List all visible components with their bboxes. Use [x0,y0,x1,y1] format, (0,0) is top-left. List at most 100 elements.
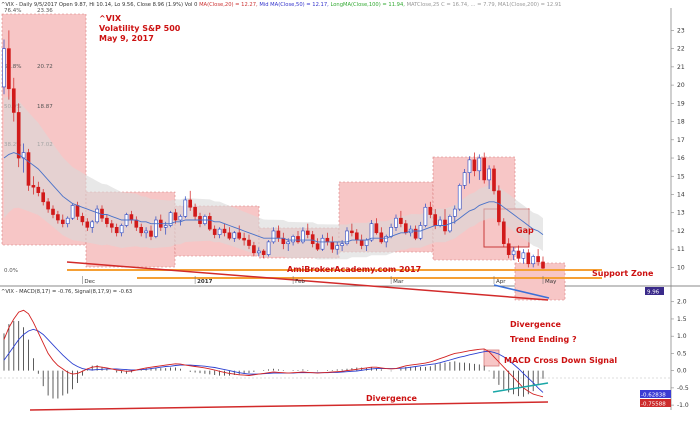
date-tick-label: 2017 [197,279,212,285]
candle-body [516,250,521,259]
zone-7 [514,262,566,301]
price-tick-label: 20 [677,82,685,89]
price-tick-label: 22 [677,46,685,53]
candle-body [350,230,354,234]
candle-body [227,232,232,239]
candle-body [178,216,183,221]
bollinger-area [4,96,543,260]
candle-body [114,227,119,234]
price-tick-label: 11 [677,246,685,253]
candle-body [261,250,266,255]
macd-tick-label: 1.5 [677,316,687,323]
candle-body [7,48,11,90]
candle-body [536,256,540,263]
candle-body [85,221,90,228]
watermark: AmiBrokerAcademy.com 2017 [287,265,421,274]
price-tick-label: 10 [677,264,685,271]
candle-body [90,221,95,228]
price-tick-label: 19 [677,100,685,107]
candle-body [531,256,536,265]
macd-tick-label: -1.0 [677,402,689,409]
date-tick-label: Feb [295,279,305,285]
price-tick-label: 16 [677,155,685,162]
divergence-label-bottom: Divergence [366,394,418,403]
date-axis: Dec 2017 Feb Mar Apr May [82,276,557,285]
candle-body [384,236,389,243]
candle-body [492,168,496,192]
candle-body [139,227,144,234]
candle-body [482,157,487,181]
candle-body [541,261,545,269]
fib-label: 76.4% [4,8,21,14]
moving-average-line-group [3,152,544,243]
fib-label: 0.0% [4,268,18,274]
price-tick-label: 12 [677,228,685,235]
title-line-3: May 9, 2017 [99,34,154,43]
candle-body [207,216,212,230]
price-header: ^VIX - Daily 9/5/2017 Open 9.87, Hi 10.1… [1,2,561,8]
candle-body [217,228,222,235]
fib-value: 20.72 [37,64,53,70]
date-tick-label: Apr [496,279,506,285]
candle-body [232,232,237,239]
macd-lines-group [3,309,544,398]
date-tick-label: Dec [84,279,95,285]
fib-label: 61.8% [4,64,21,70]
candle-body [320,237,325,250]
candle-body [266,241,271,255]
candle-body [399,217,403,224]
candles-group [2,30,545,272]
macd-cross-label: MACD Cross Down Signal [504,356,617,365]
candle-body [188,199,193,208]
signal-marker-value: -0.62838 [641,393,666,399]
signal-line [3,328,544,393]
candle-body [149,230,153,237]
candle-body [345,230,349,245]
candle-body [276,230,281,239]
candle-body [438,219,442,226]
macd-tick-label: 0.5 [677,350,687,357]
candle-body [193,206,197,217]
candle-body [526,252,531,265]
macd-marker-value: -0.75588 [641,402,666,408]
candle-body [291,236,295,243]
divergence-label-top: Divergence [510,320,562,329]
candle-body [462,172,467,186]
candle-body [379,232,384,243]
gap-label: Gap [516,226,534,235]
candle-body [109,223,114,228]
candle-body [129,214,134,221]
candle-body [364,239,369,246]
candle-body [65,217,70,224]
candle-body [31,185,36,188]
macd-header: ^VIX - MACD(8,17) = -0.76, Signal(8,17,9… [1,289,132,295]
price-tick-label: 18 [677,119,685,126]
candle-body [183,199,188,217]
candle-body [271,230,276,243]
candle-body [256,250,261,254]
macd-histogram [3,321,544,399]
candle-body [521,252,526,259]
price-tick-label: 15 [677,173,685,180]
candle-body [433,214,438,226]
candle-body [163,225,168,228]
candle-body [11,88,16,113]
bollinger-band [4,96,543,260]
signal-marker-box [640,390,671,398]
candle-body [423,206,428,226]
support-zone-label: Support Zone [592,269,654,278]
candle-body [428,206,433,215]
candle-body [374,223,379,234]
candle-body [70,205,75,219]
candle-body [286,241,291,245]
candle-body [452,208,457,217]
candle-body [173,212,178,221]
candle-body [457,185,462,210]
candle-body [119,225,124,234]
price-axis: 10 11 12 13 14 15 16 17 18 19 20 21 22 23 [671,27,685,271]
candle-body [477,157,482,172]
fib-value: 18.87 [37,104,53,110]
candle-body [51,208,55,215]
